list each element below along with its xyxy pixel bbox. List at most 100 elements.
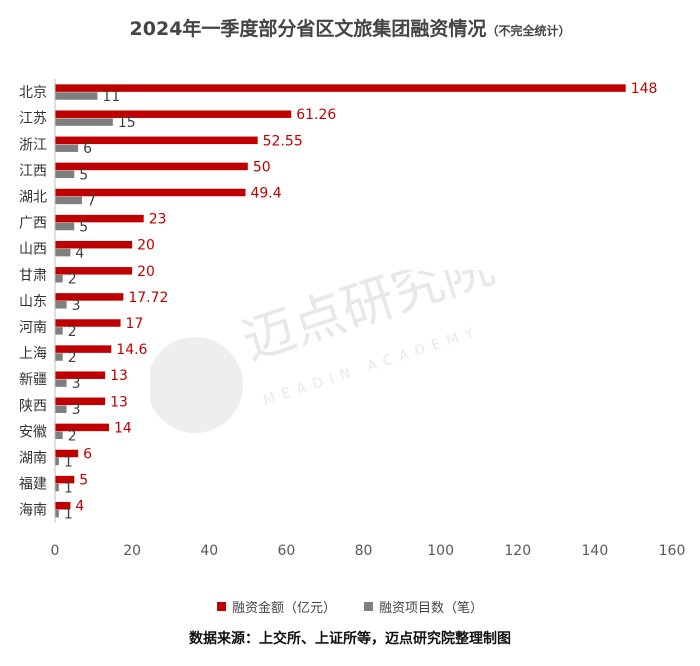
category-label: 浙江 (19, 137, 47, 153)
bar-projects (55, 327, 63, 335)
bar-funding (55, 110, 292, 118)
bar-funding (55, 475, 75, 484)
bar-projects (55, 274, 63, 283)
category-label: 江苏 (19, 111, 47, 127)
legend-swatch-funding (216, 602, 226, 611)
bar-funding (55, 267, 133, 275)
x-tick-label: 140 (582, 543, 609, 559)
bar-projects (55, 431, 63, 440)
x-tick-label: 0 (51, 543, 60, 559)
bar-funding (55, 293, 124, 301)
bar-projects (55, 457, 59, 466)
bar-funding (55, 240, 133, 249)
data-label-funding: 61.26 (296, 107, 336, 123)
bar-projects (55, 405, 67, 413)
bar-funding (55, 371, 106, 379)
data-label-projects: 11 (102, 89, 120, 105)
category-label: 陕西 (19, 398, 47, 414)
bar-projects (55, 379, 67, 387)
x-axis-tick-labels: 0 20 40 60 80 100 120 140 160 (51, 543, 686, 559)
data-label-projects: 3 (72, 298, 81, 314)
category-label: 新疆 (19, 372, 47, 388)
bar-funding (55, 345, 112, 353)
bars-group (55, 84, 626, 518)
bar-funding (55, 188, 246, 197)
x-tick-label: 40 (200, 543, 218, 559)
bar-funding (55, 501, 71, 510)
legend-label-projects: 融资项目数（笔） (379, 601, 484, 616)
category-label: 江西 (19, 163, 47, 179)
category-label: 湖北 (19, 189, 47, 205)
data-label-projects: 15 (118, 115, 136, 131)
category-label: 北京 (19, 85, 47, 101)
x-tick-label: 60 (277, 543, 295, 559)
legend-label-funding: 融资金额（亿元） (231, 601, 336, 616)
x-tick-label: 160 (659, 543, 686, 559)
bar-projects (55, 118, 113, 126)
category-label: 海南 (19, 503, 47, 519)
bar-funding (55, 214, 144, 223)
data-label-projects: 1 (64, 507, 73, 523)
bar-funding (55, 319, 121, 327)
data-label-projects: 1 (64, 481, 73, 497)
data-label-funding: 50 (253, 159, 271, 175)
chart-title: 2024年一季度部分省区文旅集团融资情况（不完全统计） (0, 14, 700, 41)
data-label-funding: 52.55 (263, 133, 303, 149)
chart-title-main: 2024年一季度部分省区文旅集团融资情况 (129, 18, 487, 40)
bar-projects (55, 196, 82, 205)
data-label-funding: 49.4 (250, 186, 281, 202)
data-label-projects: 5 (79, 220, 88, 236)
data-label-funding: 4 (75, 499, 84, 515)
category-label: 山西 (19, 242, 47, 258)
data-label-projects: 3 (72, 402, 81, 418)
bar-funding (55, 397, 106, 406)
value-labels: 1481161.261552.55650549.4723520420217.72… (64, 81, 658, 522)
bar-projects (55, 222, 75, 231)
x-tick-label: 20 (123, 543, 141, 559)
legend-swatch-projects (364, 602, 373, 611)
data-label-funding: 14 (114, 420, 132, 436)
data-label-funding: 20 (137, 238, 155, 254)
bar-funding (55, 423, 109, 432)
data-label-funding: 20 (137, 264, 155, 280)
bar-projects (55, 353, 63, 361)
x-tick-label: 120 (504, 543, 531, 559)
data-label-projects: 4 (75, 246, 84, 262)
category-label: 山东 (19, 294, 47, 310)
legend-item-funding: 融资金额（亿元） (216, 597, 336, 616)
data-label-funding: 148 (631, 81, 658, 97)
bar-funding (55, 162, 248, 171)
data-label-funding: 14.6 (116, 342, 147, 358)
data-source-note: 数据来源：上交所、上证所等，迈点研究院整理制图 (189, 631, 511, 647)
bar-funding (55, 136, 258, 145)
bar-projects (55, 483, 59, 492)
data-label-funding: 17.72 (128, 290, 168, 306)
data-label-projects: 2 (68, 350, 77, 366)
bar-funding (55, 84, 626, 92)
x-tick-label: 100 (427, 543, 454, 559)
data-label-funding: 17 (126, 316, 144, 332)
bar-projects (55, 509, 59, 518)
data-label-funding: 13 (110, 394, 128, 410)
bar-projects (55, 248, 71, 257)
category-label: 河南 (19, 320, 47, 336)
bar-projects (55, 92, 98, 100)
data-label-projects: 2 (68, 428, 77, 444)
category-label: 湖南 (19, 450, 47, 466)
category-label: 广西 (19, 216, 47, 232)
category-label: 安徽 (19, 424, 47, 440)
bar-projects (55, 301, 67, 309)
bar-funding (55, 449, 79, 458)
bar-projects (55, 144, 79, 152)
data-label-funding: 5 (79, 473, 88, 489)
data-label-projects: 3 (72, 376, 81, 392)
legend: 融资金额（亿元） 融资项目数（笔） (0, 597, 700, 616)
data-label-projects: 6 (83, 141, 92, 157)
data-label-projects: 1 (64, 454, 73, 470)
data-label-funding: 13 (110, 368, 128, 384)
data-label-projects: 2 (68, 324, 77, 340)
data-label-projects: 5 (79, 167, 88, 183)
data-label-projects: 7 (87, 193, 96, 209)
